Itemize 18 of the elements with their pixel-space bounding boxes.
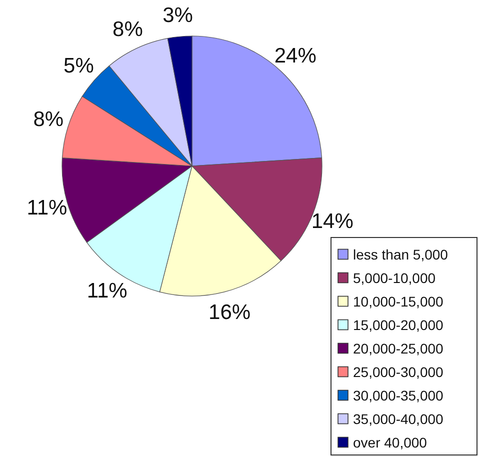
data-label: 8% — [33, 108, 64, 131]
data-label: 11% — [26, 196, 68, 220]
legend-label: over 40,000 — [353, 434, 428, 450]
data-label: 11% — [86, 279, 128, 302]
data-label: 5% — [64, 54, 94, 78]
legend-label: 10,000-15,000 — [353, 293, 444, 310]
legend-label: 20,000-25,000 — [353, 340, 444, 356]
data-label: 8% — [112, 18, 143, 41]
data-label: 14% — [311, 210, 354, 234]
legend-label: 25,000-30,000 — [353, 364, 444, 380]
legend-label: 30,000-35,000 — [353, 387, 444, 404]
legend-label: 15,000-20,000 — [353, 316, 444, 333]
data-label: 24% — [274, 44, 316, 68]
data-label: 3% — [162, 4, 193, 28]
data-label: 16% — [208, 300, 251, 324]
legend-label: 35,000-40,000 — [353, 410, 444, 427]
legend-label: 5,000-10,000 — [353, 270, 436, 286]
legend-label: less than 5,000 — [353, 246, 448, 262]
